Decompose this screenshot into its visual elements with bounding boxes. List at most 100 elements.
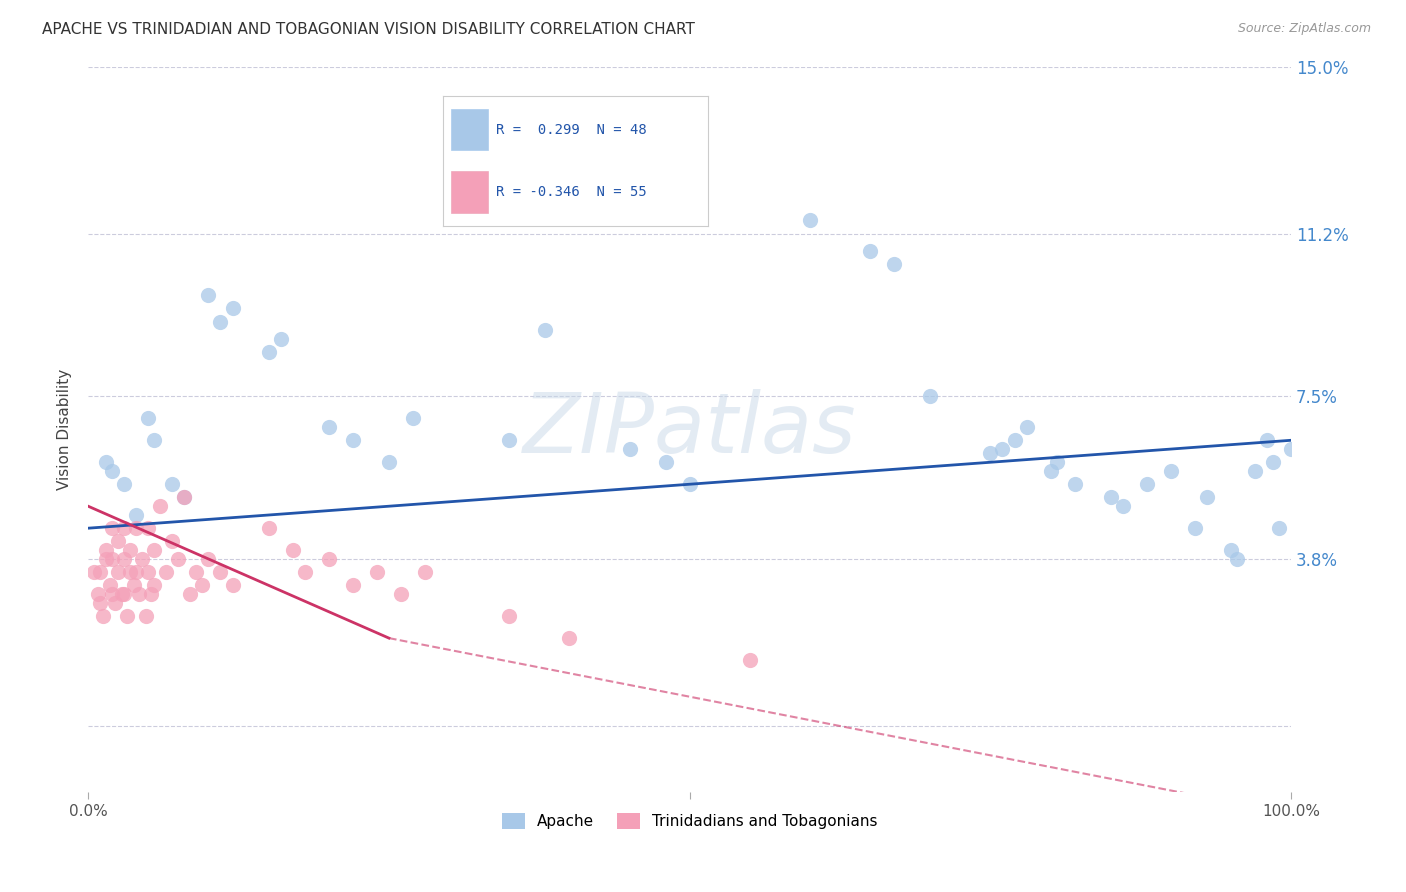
Point bbox=[1099, 491, 1122, 505]
Point bbox=[859, 244, 882, 259]
Point bbox=[112, 587, 135, 601]
Point bbox=[342, 578, 364, 592]
Point bbox=[179, 587, 201, 601]
Point bbox=[112, 477, 135, 491]
Text: APACHE VS TRINIDADIAN AND TOBAGONIAN VISION DISABILITY CORRELATION CHART: APACHE VS TRINIDADIAN AND TOBAGONIAN VIS… bbox=[42, 22, 695, 37]
Point bbox=[136, 411, 159, 425]
Point bbox=[101, 552, 124, 566]
Point bbox=[101, 587, 124, 601]
Point bbox=[122, 578, 145, 592]
Y-axis label: Vision Disability: Vision Disability bbox=[58, 368, 72, 490]
Point bbox=[143, 434, 166, 448]
Point bbox=[120, 565, 142, 579]
Point bbox=[991, 442, 1014, 456]
Point bbox=[534, 323, 557, 337]
Point bbox=[197, 552, 219, 566]
Point bbox=[111, 587, 134, 601]
Point bbox=[1263, 455, 1285, 469]
Point bbox=[1004, 434, 1026, 448]
Point bbox=[89, 596, 111, 610]
Point bbox=[1256, 434, 1278, 448]
Point bbox=[1015, 420, 1038, 434]
Point bbox=[257, 345, 280, 359]
Point bbox=[1063, 477, 1085, 491]
Point bbox=[679, 477, 702, 491]
Point bbox=[107, 534, 129, 549]
Point bbox=[270, 332, 292, 346]
Point bbox=[96, 543, 118, 558]
Point bbox=[1160, 464, 1182, 478]
Point bbox=[149, 500, 172, 514]
Point bbox=[155, 565, 177, 579]
Point bbox=[558, 631, 581, 645]
Point bbox=[979, 446, 1001, 460]
Point bbox=[96, 455, 118, 469]
Point bbox=[96, 552, 118, 566]
Point bbox=[738, 653, 761, 667]
Point bbox=[257, 521, 280, 535]
Legend: Apache, Trinidadians and Tobagonians: Apache, Trinidadians and Tobagonians bbox=[496, 807, 884, 835]
Point bbox=[281, 543, 304, 558]
Point bbox=[120, 543, 142, 558]
Point bbox=[167, 552, 190, 566]
Point bbox=[128, 587, 150, 601]
Point bbox=[883, 257, 905, 271]
Point bbox=[413, 565, 436, 579]
Point bbox=[186, 565, 208, 579]
Point bbox=[87, 587, 110, 601]
Point bbox=[619, 442, 641, 456]
Point bbox=[1279, 442, 1302, 456]
Point bbox=[104, 596, 127, 610]
Point bbox=[402, 411, 425, 425]
Point bbox=[1195, 491, 1218, 505]
Point bbox=[221, 301, 243, 316]
Point bbox=[1046, 455, 1069, 469]
Point bbox=[112, 521, 135, 535]
Point bbox=[143, 543, 166, 558]
Point bbox=[125, 521, 148, 535]
Point bbox=[112, 552, 135, 566]
Text: Source: ZipAtlas.com: Source: ZipAtlas.com bbox=[1237, 22, 1371, 36]
Point bbox=[1244, 464, 1267, 478]
Point bbox=[101, 464, 124, 478]
Point bbox=[107, 565, 129, 579]
Point bbox=[136, 565, 159, 579]
Point bbox=[98, 578, 121, 592]
Point bbox=[389, 587, 412, 601]
Point bbox=[197, 288, 219, 302]
Point bbox=[173, 491, 195, 505]
Point bbox=[83, 565, 105, 579]
Point bbox=[1136, 477, 1159, 491]
Point bbox=[143, 578, 166, 592]
Point bbox=[125, 508, 148, 522]
Point bbox=[1039, 464, 1062, 478]
Point bbox=[139, 587, 162, 601]
Point bbox=[1226, 552, 1249, 566]
Point bbox=[91, 609, 114, 624]
Point bbox=[209, 565, 232, 579]
Point bbox=[342, 434, 364, 448]
Point bbox=[221, 578, 243, 592]
Point bbox=[136, 521, 159, 535]
Point bbox=[131, 552, 153, 566]
Point bbox=[1112, 500, 1135, 514]
Point bbox=[173, 491, 195, 505]
Point bbox=[318, 552, 340, 566]
Point bbox=[654, 455, 676, 469]
Point bbox=[498, 434, 520, 448]
Point bbox=[498, 609, 520, 624]
Point bbox=[125, 565, 148, 579]
Point bbox=[89, 565, 111, 579]
Text: ZIPatlas: ZIPatlas bbox=[523, 389, 856, 470]
Point bbox=[115, 609, 138, 624]
Point bbox=[1268, 521, 1291, 535]
Point bbox=[318, 420, 340, 434]
Point bbox=[162, 534, 184, 549]
Point bbox=[920, 389, 942, 403]
Point bbox=[162, 477, 184, 491]
Point bbox=[294, 565, 316, 579]
Point bbox=[101, 521, 124, 535]
Point bbox=[191, 578, 214, 592]
Point bbox=[799, 213, 821, 227]
Point bbox=[378, 455, 401, 469]
